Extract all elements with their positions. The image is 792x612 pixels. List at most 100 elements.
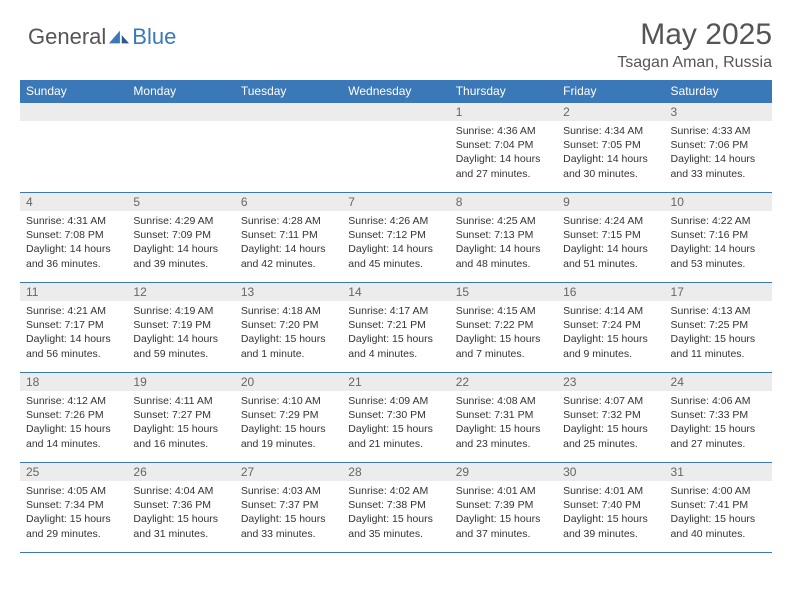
sunrise-text: Sunrise: 4:07 AM (563, 394, 658, 408)
daylight-text: Daylight: 15 hours and 35 minutes. (348, 512, 443, 540)
day-number (127, 103, 234, 121)
day-number (20, 103, 127, 121)
day-number: 14 (342, 283, 449, 301)
brand-part1: General (28, 24, 106, 50)
calendar-week-row: 18Sunrise: 4:12 AMSunset: 7:26 PMDayligh… (20, 373, 772, 463)
day-number (342, 103, 449, 121)
day-number: 5 (127, 193, 234, 211)
daylight-text: Daylight: 15 hours and 16 minutes. (133, 422, 228, 450)
sunrise-text: Sunrise: 4:18 AM (241, 304, 336, 318)
sunrise-text: Sunrise: 4:34 AM (563, 124, 658, 138)
daylight-text: Daylight: 15 hours and 37 minutes. (456, 512, 551, 540)
day-number: 2 (557, 103, 664, 121)
sunset-text: Sunset: 7:12 PM (348, 228, 443, 242)
daylight-text: Daylight: 14 hours and 53 minutes. (671, 242, 766, 270)
sunset-text: Sunset: 7:15 PM (563, 228, 658, 242)
day-details: Sunrise: 4:33 AMSunset: 7:06 PMDaylight:… (665, 121, 772, 185)
sunrise-text: Sunrise: 4:26 AM (348, 214, 443, 228)
sunrise-text: Sunrise: 4:33 AM (671, 124, 766, 138)
sunrise-text: Sunrise: 4:09 AM (348, 394, 443, 408)
sunset-text: Sunset: 7:08 PM (26, 228, 121, 242)
day-number: 4 (20, 193, 127, 211)
calendar-day-cell: 22Sunrise: 4:08 AMSunset: 7:31 PMDayligh… (450, 373, 557, 463)
sunset-text: Sunset: 7:36 PM (133, 498, 228, 512)
calendar-day-cell: 20Sunrise: 4:10 AMSunset: 7:29 PMDayligh… (235, 373, 342, 463)
daylight-text: Daylight: 15 hours and 25 minutes. (563, 422, 658, 450)
daylight-text: Daylight: 15 hours and 27 minutes. (671, 422, 766, 450)
sunset-text: Sunset: 7:39 PM (456, 498, 551, 512)
day-details: Sunrise: 4:07 AMSunset: 7:32 PMDaylight:… (557, 391, 664, 455)
sunset-text: Sunset: 7:29 PM (241, 408, 336, 422)
day-number: 22 (450, 373, 557, 391)
calendar-day-cell (20, 103, 127, 193)
sunset-text: Sunset: 7:40 PM (563, 498, 658, 512)
day-details: Sunrise: 4:19 AMSunset: 7:19 PMDaylight:… (127, 301, 234, 365)
day-details: Sunrise: 4:17 AMSunset: 7:21 PMDaylight:… (342, 301, 449, 365)
day-number: 23 (557, 373, 664, 391)
weekday-header: Wednesday (342, 80, 449, 103)
sunset-text: Sunset: 7:11 PM (241, 228, 336, 242)
day-details: Sunrise: 4:31 AMSunset: 7:08 PMDaylight:… (20, 211, 127, 275)
calendar-day-cell: 8Sunrise: 4:25 AMSunset: 7:13 PMDaylight… (450, 193, 557, 283)
calendar-day-cell: 7Sunrise: 4:26 AMSunset: 7:12 PMDaylight… (342, 193, 449, 283)
day-number: 9 (557, 193, 664, 211)
sunset-text: Sunset: 7:06 PM (671, 138, 766, 152)
daylight-text: Daylight: 14 hours and 36 minutes. (26, 242, 121, 270)
calendar-day-cell: 18Sunrise: 4:12 AMSunset: 7:26 PMDayligh… (20, 373, 127, 463)
day-details: Sunrise: 4:01 AMSunset: 7:40 PMDaylight:… (557, 481, 664, 545)
sunset-text: Sunset: 7:38 PM (348, 498, 443, 512)
daylight-text: Daylight: 14 hours and 42 minutes. (241, 242, 336, 270)
calendar-week-row: 25Sunrise: 4:05 AMSunset: 7:34 PMDayligh… (20, 463, 772, 553)
sunset-text: Sunset: 7:27 PM (133, 408, 228, 422)
sunset-text: Sunset: 7:30 PM (348, 408, 443, 422)
sunrise-text: Sunrise: 4:21 AM (26, 304, 121, 318)
weekday-header: Tuesday (235, 80, 342, 103)
day-details: Sunrise: 4:29 AMSunset: 7:09 PMDaylight:… (127, 211, 234, 275)
title-block: May 2025 Tsagan Aman, Russia (617, 18, 772, 72)
day-details: Sunrise: 4:12 AMSunset: 7:26 PMDaylight:… (20, 391, 127, 455)
day-details: Sunrise: 4:15 AMSunset: 7:22 PMDaylight:… (450, 301, 557, 365)
daylight-text: Daylight: 15 hours and 21 minutes. (348, 422, 443, 450)
sunrise-text: Sunrise: 4:06 AM (671, 394, 766, 408)
day-number: 25 (20, 463, 127, 481)
calendar-day-cell (235, 103, 342, 193)
sunset-text: Sunset: 7:16 PM (671, 228, 766, 242)
calendar-day-cell: 25Sunrise: 4:05 AMSunset: 7:34 PMDayligh… (20, 463, 127, 553)
calendar-day-cell: 31Sunrise: 4:00 AMSunset: 7:41 PMDayligh… (665, 463, 772, 553)
day-details: Sunrise: 4:01 AMSunset: 7:39 PMDaylight:… (450, 481, 557, 545)
day-number: 27 (235, 463, 342, 481)
day-details: Sunrise: 4:26 AMSunset: 7:12 PMDaylight:… (342, 211, 449, 275)
day-number: 1 (450, 103, 557, 121)
weekday-header: Saturday (665, 80, 772, 103)
daylight-text: Daylight: 15 hours and 33 minutes. (241, 512, 336, 540)
sunset-text: Sunset: 7:17 PM (26, 318, 121, 332)
day-number: 26 (127, 463, 234, 481)
sunrise-text: Sunrise: 4:13 AM (671, 304, 766, 318)
daylight-text: Daylight: 14 hours and 59 minutes. (133, 332, 228, 360)
calendar-day-cell: 1Sunrise: 4:36 AMSunset: 7:04 PMDaylight… (450, 103, 557, 193)
sunset-text: Sunset: 7:25 PM (671, 318, 766, 332)
sunrise-text: Sunrise: 4:28 AM (241, 214, 336, 228)
day-details: Sunrise: 4:09 AMSunset: 7:30 PMDaylight:… (342, 391, 449, 455)
calendar-day-cell: 26Sunrise: 4:04 AMSunset: 7:36 PMDayligh… (127, 463, 234, 553)
sunset-text: Sunset: 7:13 PM (456, 228, 551, 242)
daylight-text: Daylight: 15 hours and 9 minutes. (563, 332, 658, 360)
daylight-text: Daylight: 15 hours and 11 minutes. (671, 332, 766, 360)
sunset-text: Sunset: 7:41 PM (671, 498, 766, 512)
day-details: Sunrise: 4:06 AMSunset: 7:33 PMDaylight:… (665, 391, 772, 455)
daylight-text: Daylight: 14 hours and 48 minutes. (456, 242, 551, 270)
sunrise-text: Sunrise: 4:02 AM (348, 484, 443, 498)
daylight-text: Daylight: 14 hours and 56 minutes. (26, 332, 121, 360)
daylight-text: Daylight: 15 hours and 23 minutes. (456, 422, 551, 450)
weekday-header: Thursday (450, 80, 557, 103)
daylight-text: Daylight: 15 hours and 40 minutes. (671, 512, 766, 540)
daylight-text: Daylight: 14 hours and 30 minutes. (563, 152, 658, 180)
daylight-text: Daylight: 15 hours and 29 minutes. (26, 512, 121, 540)
weekday-header: Friday (557, 80, 664, 103)
sunset-text: Sunset: 7:34 PM (26, 498, 121, 512)
calendar-day-cell: 27Sunrise: 4:03 AMSunset: 7:37 PMDayligh… (235, 463, 342, 553)
calendar-day-cell: 30Sunrise: 4:01 AMSunset: 7:40 PMDayligh… (557, 463, 664, 553)
calendar-day-cell: 16Sunrise: 4:14 AMSunset: 7:24 PMDayligh… (557, 283, 664, 373)
day-details: Sunrise: 4:02 AMSunset: 7:38 PMDaylight:… (342, 481, 449, 545)
day-number (235, 103, 342, 121)
